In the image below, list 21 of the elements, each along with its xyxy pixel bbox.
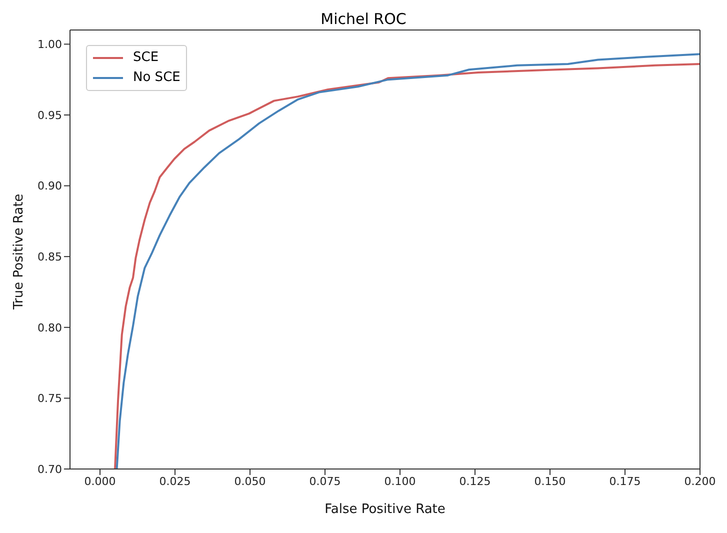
- x-tick-label: 0.025: [159, 474, 191, 488]
- y-tick-label: 0.70: [38, 462, 62, 476]
- x-tick-label: 0.125: [459, 474, 491, 488]
- y-tick-label: 0.90: [38, 180, 62, 193]
- y-axis-title: True Positive Rate: [12, 194, 27, 310]
- y-tick-label: 0.95: [38, 108, 62, 122]
- legend-label: No SCE: [133, 69, 180, 87]
- x-tick-label: 0.000: [84, 474, 116, 488]
- x-tick-label: 0.075: [309, 474, 341, 488]
- y-tick-label: 0.85: [38, 250, 62, 264]
- x-axis-title: False Positive Rate: [324, 502, 446, 517]
- legend-label: SCE: [133, 49, 159, 67]
- y-tick-label: 0.75: [38, 392, 62, 406]
- chart-title: Michel ROC: [320, 10, 408, 28]
- y-tick-label: 0.80: [38, 321, 62, 334]
- x-tick-label: 0.150: [534, 474, 566, 488]
- y-tick-label: 1.00: [38, 38, 62, 52]
- x-tick-label: 0.175: [609, 474, 641, 488]
- x-tick-label: 0.100: [384, 474, 416, 488]
- x-tick-label: 0.200: [684, 474, 716, 488]
- x-tick-label: 0.050: [234, 474, 266, 488]
